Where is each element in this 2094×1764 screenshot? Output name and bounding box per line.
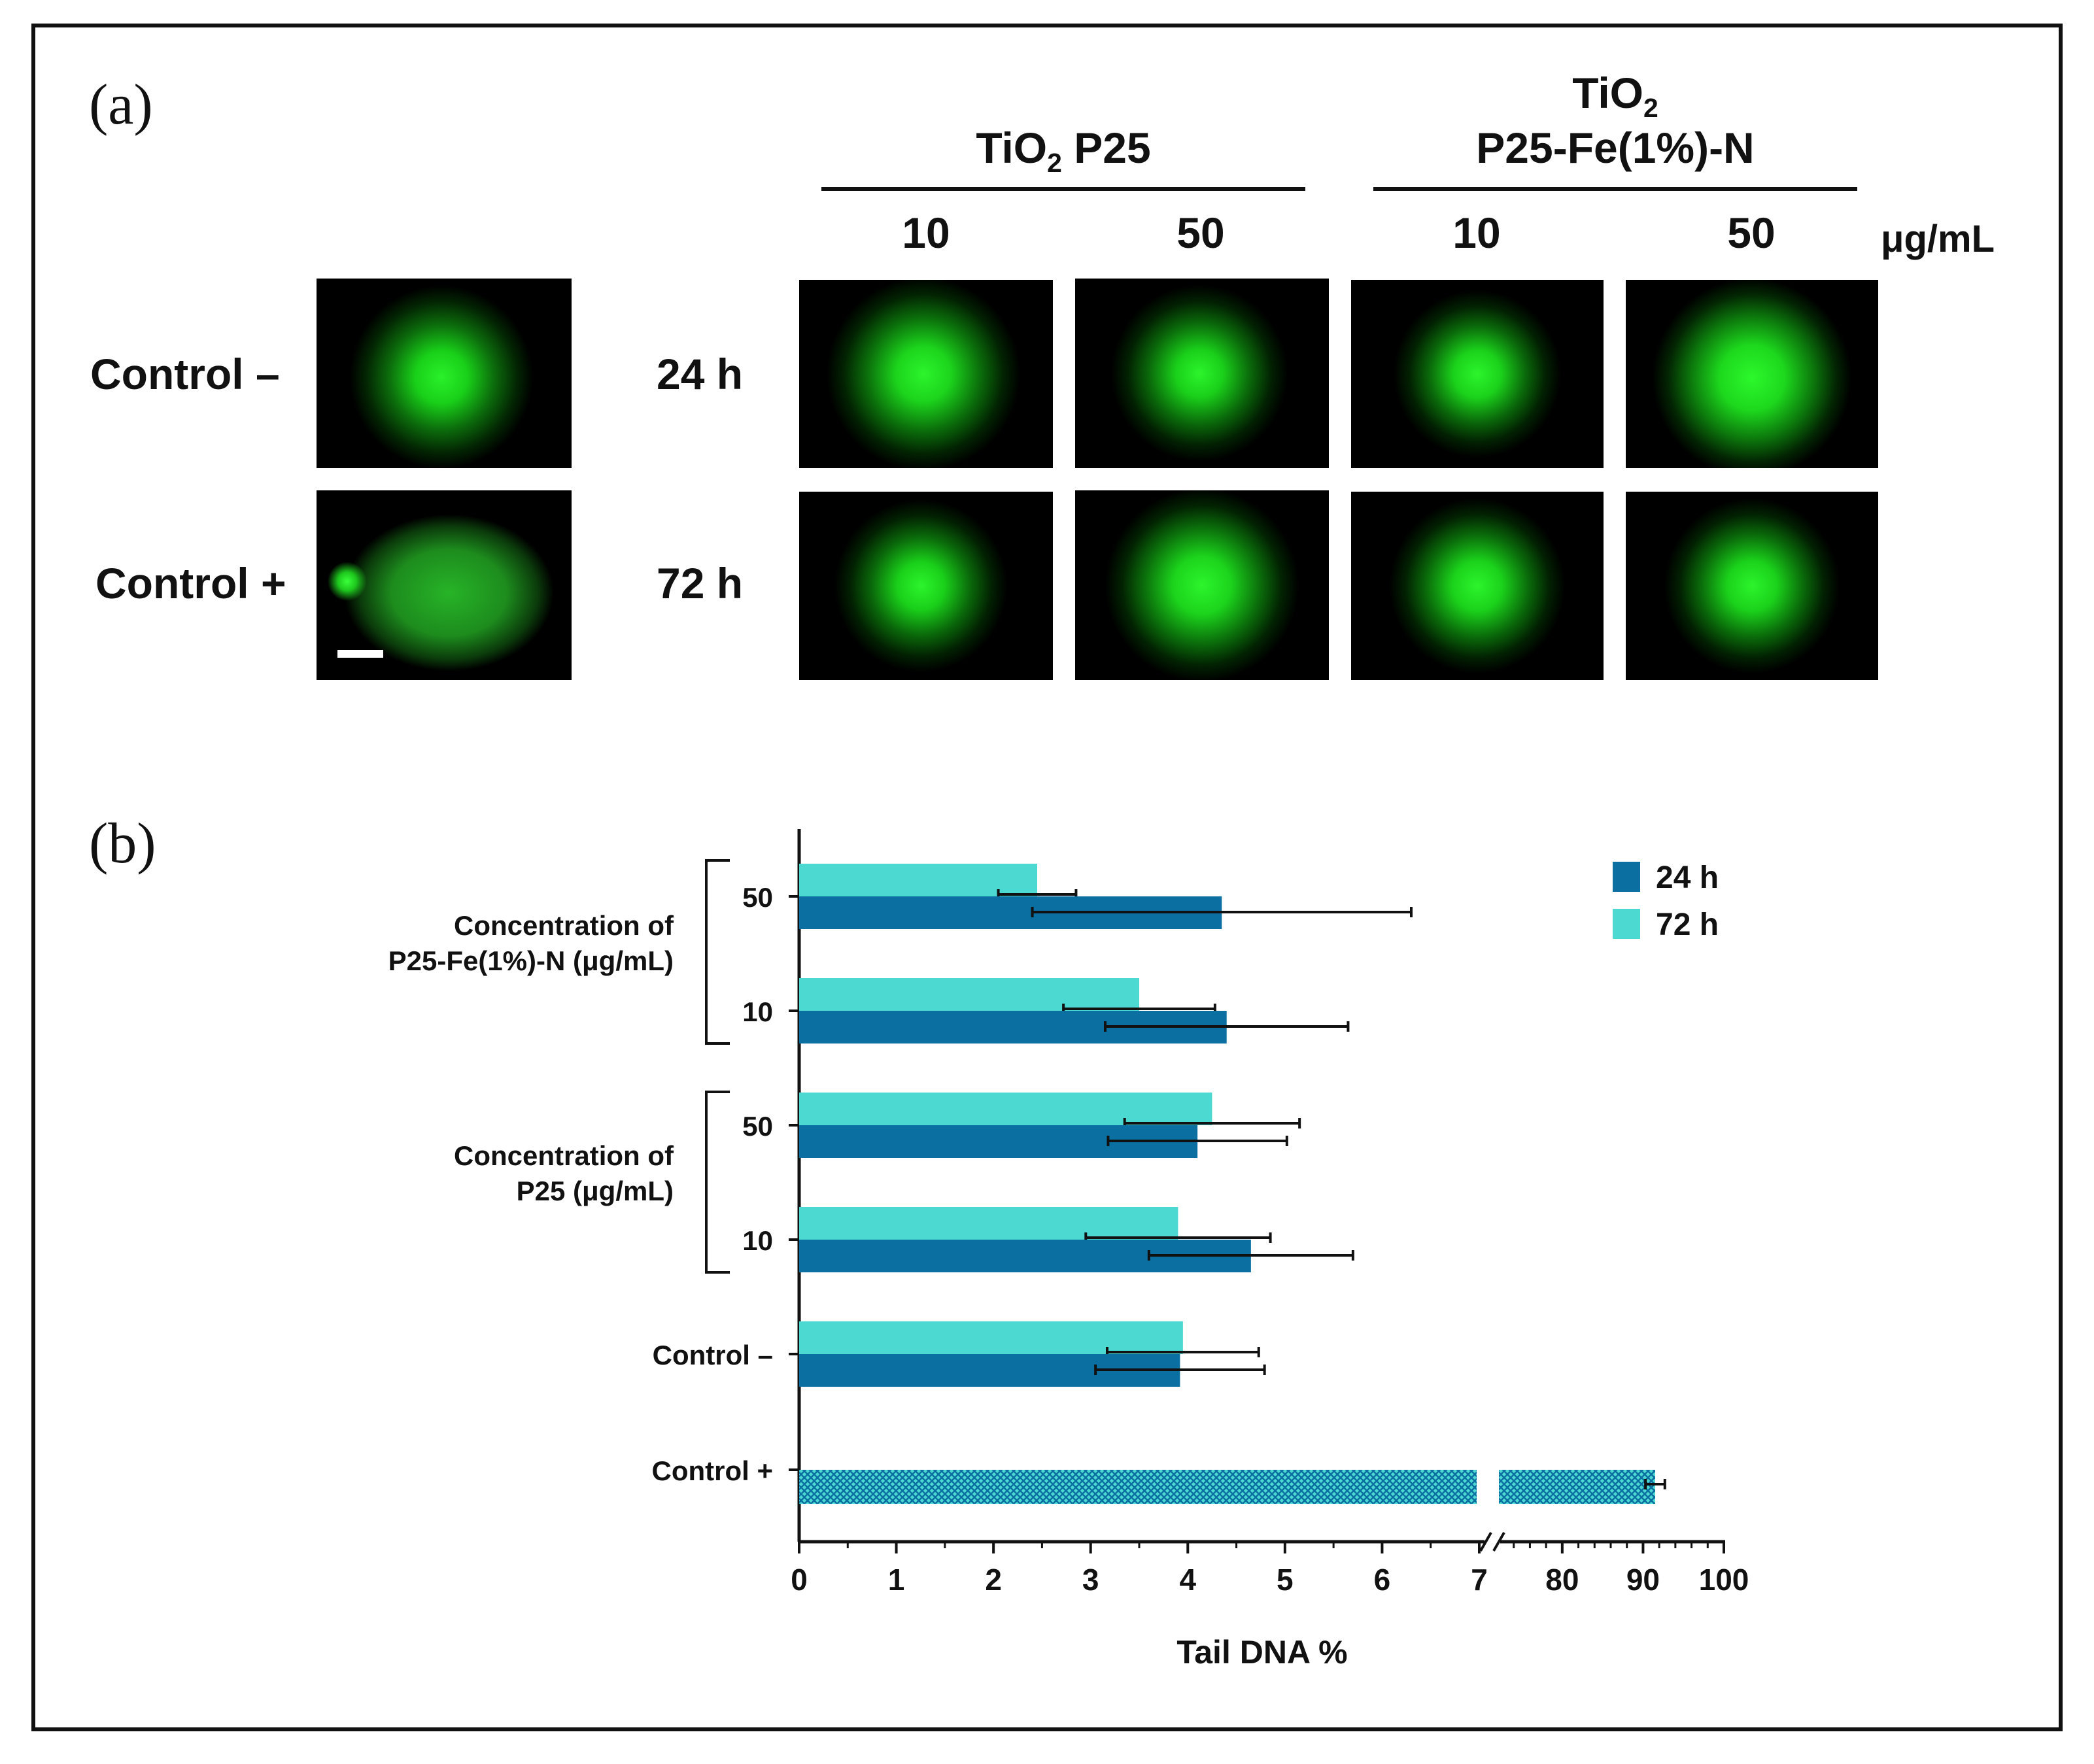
micrograph-control-positive: [317, 490, 572, 680]
concentration-label-4: 50: [1727, 209, 1776, 257]
bar-72h: [799, 978, 1139, 1011]
y-tick-label: 50: [742, 1111, 773, 1142]
group-rule-fe: [1373, 187, 1857, 191]
legend-label: 24 h: [1656, 860, 1719, 895]
x-tick-label: 80: [1545, 1563, 1579, 1597]
micrograph-p25-10-72h: [799, 492, 1053, 680]
group-title-p25-sub: 2: [1047, 148, 1062, 178]
group-title-p25: TiO2 P25: [821, 123, 1305, 178]
group-label-line: P25 (μg/mL): [517, 1176, 674, 1206]
micrograph-fe-50-72h: [1626, 492, 1878, 680]
legend-swatch: [1613, 909, 1640, 939]
y-tick-label: Control –: [653, 1340, 773, 1370]
time-label-72h: 72 h: [657, 559, 744, 607]
bar-72h: [799, 1207, 1178, 1240]
bar-72h: [799, 1093, 1212, 1125]
x-tick-label: 1: [888, 1563, 905, 1597]
group-label-line: Concentration of: [454, 910, 674, 941]
x-tick-label: 6: [1374, 1563, 1391, 1597]
control-positive-label: Control +: [95, 559, 286, 607]
group-label-line: Concentration of: [454, 1140, 674, 1171]
group-title-fe-line1: TiO2: [1373, 68, 1857, 123]
bar-72h: [799, 1321, 1183, 1354]
y-tick-label: 10: [742, 996, 773, 1027]
micrograph-p25-10-24h: [799, 280, 1053, 468]
group-title-fe-line2: P25-Fe(1%)-N: [1476, 124, 1755, 172]
group-label-line: P25-Fe(1%)-N (μg/mL): [388, 945, 674, 976]
unit-label: μg/mL: [1881, 218, 1995, 260]
micrograph-fe-10-72h: [1351, 492, 1604, 680]
group-title-fe-base: TiO: [1572, 69, 1644, 117]
bar-control-positive-segment-1: [799, 1470, 1477, 1504]
y-tick-label: Control +: [652, 1455, 774, 1486]
y-tick-label: 10: [742, 1225, 773, 1256]
legend-label: 72 h: [1656, 907, 1719, 942]
figure-frame: [31, 24, 2063, 1731]
bar-control-positive-segment-2: [1499, 1470, 1655, 1504]
time-label-24h: 24 h: [657, 350, 744, 398]
x-tick-label: 100: [1699, 1563, 1749, 1597]
micrograph-fe-10-24h: [1351, 280, 1604, 468]
axis-break-mark-2: [1492, 1532, 1505, 1552]
control-negative-label: Control –: [90, 350, 280, 398]
concentration-label-1: 10: [902, 209, 950, 257]
x-tick-label: 2: [985, 1563, 1002, 1597]
y-tick-label: 50: [742, 882, 773, 913]
x-tick-label: 0: [791, 1563, 808, 1597]
concentration-label-3: 10: [1452, 209, 1501, 257]
x-axis-label: Tail DNA %: [1176, 1634, 1347, 1671]
group-title-p25-base: TiO: [976, 124, 1048, 172]
x-tick-label: 4: [1179, 1563, 1196, 1597]
scale-bar: [337, 650, 383, 658]
group-bracket: [705, 1091, 730, 1274]
concentration-label-2: 50: [1176, 209, 1225, 257]
micrograph-p25-50-24h: [1075, 279, 1329, 468]
panel-b-label: (b): [89, 812, 156, 875]
x-tick-label: 90: [1626, 1563, 1660, 1597]
bar-72h: [799, 864, 1037, 896]
panel-a-label: (a): [89, 73, 153, 137]
group-rule-p25: [821, 187, 1305, 191]
micrograph-fe-50-24h: [1626, 280, 1878, 468]
micrograph-control-negative: [317, 279, 572, 468]
micrograph-p25-50-72h: [1075, 490, 1329, 680]
x-tick-label: 7: [1471, 1563, 1488, 1597]
legend-swatch: [1613, 862, 1640, 892]
group-title-fe-sub: 2: [1643, 93, 1658, 124]
axis-break-mark-1: [1479, 1532, 1492, 1552]
x-tick-label: 5: [1277, 1563, 1294, 1597]
group-bracket: [705, 859, 730, 1045]
group-title-p25-rest: P25: [1061, 124, 1151, 172]
x-tick-label: 3: [1082, 1563, 1099, 1597]
